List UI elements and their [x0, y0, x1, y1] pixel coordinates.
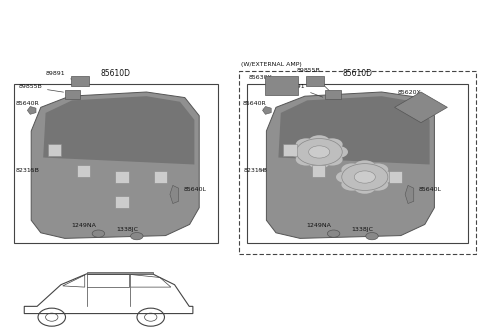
Circle shape: [341, 163, 362, 176]
Text: 1249NA: 1249NA: [71, 223, 97, 232]
Circle shape: [341, 178, 362, 191]
Circle shape: [290, 146, 312, 158]
Polygon shape: [405, 185, 414, 203]
Text: 85640L: 85640L: [177, 187, 206, 195]
Circle shape: [367, 163, 388, 176]
Circle shape: [354, 181, 375, 194]
Bar: [325, 90, 341, 99]
Text: 85630X: 85630X: [249, 75, 272, 84]
Circle shape: [372, 171, 394, 183]
Circle shape: [366, 233, 378, 240]
Text: 82315B: 82315B: [244, 168, 268, 173]
Bar: [389, 171, 402, 183]
Polygon shape: [170, 185, 179, 203]
Text: 85640R: 85640R: [15, 101, 39, 111]
Text: 85620X: 85620X: [397, 90, 421, 105]
Polygon shape: [86, 273, 153, 274]
Bar: [154, 171, 167, 183]
Circle shape: [342, 164, 388, 191]
Text: 85610D: 85610D: [343, 69, 372, 78]
Text: 89891: 89891: [46, 72, 73, 80]
Text: 85610D: 85610D: [100, 69, 130, 78]
Bar: [312, 165, 325, 177]
Polygon shape: [395, 92, 447, 123]
Circle shape: [309, 156, 330, 169]
Circle shape: [131, 233, 143, 240]
Bar: [283, 144, 297, 156]
Circle shape: [322, 138, 343, 151]
Bar: [65, 90, 80, 99]
Bar: [265, 76, 298, 95]
Bar: [306, 76, 324, 87]
Bar: [48, 144, 61, 156]
Circle shape: [296, 138, 342, 165]
Text: 82315B: 82315B: [15, 168, 39, 173]
Polygon shape: [263, 107, 271, 114]
Circle shape: [327, 230, 340, 237]
Text: 1249NA: 1249NA: [306, 223, 333, 232]
Circle shape: [92, 230, 105, 237]
Circle shape: [354, 171, 375, 183]
Text: 89855B: 89855B: [297, 68, 329, 91]
Polygon shape: [266, 92, 434, 238]
Circle shape: [296, 153, 317, 166]
Text: 1338JC: 1338JC: [351, 227, 373, 235]
Polygon shape: [31, 92, 199, 238]
Polygon shape: [43, 96, 194, 165]
Circle shape: [336, 171, 357, 183]
Bar: [14, 84, 218, 243]
Text: 85640L: 85640L: [412, 187, 442, 195]
Bar: [115, 196, 129, 208]
Circle shape: [367, 178, 388, 191]
Circle shape: [309, 146, 330, 158]
Bar: [77, 165, 90, 177]
Bar: [115, 171, 129, 183]
Text: 89855B: 89855B: [18, 85, 63, 92]
Circle shape: [296, 138, 317, 151]
Text: 89591: 89591: [286, 85, 323, 97]
Bar: [71, 76, 89, 87]
Polygon shape: [278, 96, 430, 165]
Circle shape: [309, 135, 330, 148]
Text: (W/EXTERNAL AMP): (W/EXTERNAL AMP): [241, 62, 302, 67]
Circle shape: [354, 160, 375, 173]
Circle shape: [327, 146, 348, 158]
Text: 1338JC: 1338JC: [116, 227, 138, 235]
Circle shape: [322, 153, 343, 166]
Bar: [247, 84, 468, 243]
Polygon shape: [27, 107, 36, 114]
Text: 85640R: 85640R: [242, 101, 266, 111]
